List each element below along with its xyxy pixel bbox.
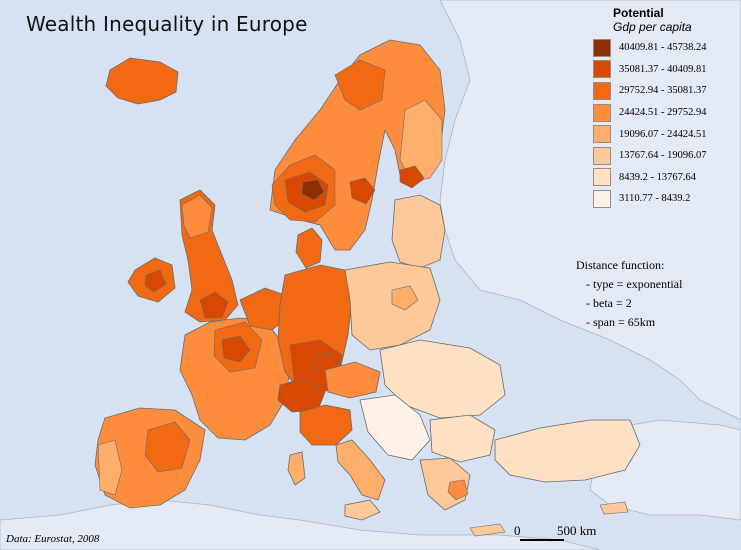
legend-label: 35081.37 - 40409.81 [619,63,707,75]
region-austria [324,361,381,399]
distance-function-beta: - beta = 2 [586,296,632,310]
region-oslo-top [301,179,325,201]
legend-swatch [593,168,611,187]
legend-entry: 3110.77 - 8439.2 [593,188,738,210]
legend-swatch [593,189,611,208]
scale-distance-label: 500 km [557,523,597,538]
legend-entry: 8439.2 - 13767.64 [593,167,738,189]
region-portugal [97,439,123,496]
legend-entry: 19096.07 - 24424.51 [593,123,738,145]
region-finland [399,99,443,183]
region-athens [447,479,469,501]
legend-swatch [593,125,611,144]
region-bulgaria [429,414,496,463]
north-africa-land [0,499,601,550]
region-poland-czech [344,261,441,351]
legend-label: 40409.81 - 45738.24 [619,42,707,54]
legend-swatch [593,146,611,165]
region-ireland-core [144,269,167,293]
region-scotland [181,194,213,239]
region-london [199,291,229,319]
region-cyprus [599,501,629,515]
legend-swatch [593,60,611,79]
distance-function-type: - type = exponential [586,277,683,291]
distance-function-heading: Distance function: [576,258,665,272]
legend: Potential Gdp per capita 40409.81 - 4573… [593,6,738,210]
legend-label: 8439.2 - 13767.64 [619,171,696,183]
legend-label: 24424.51 - 29752.94 [619,107,707,119]
legend-swatch [593,38,611,57]
region-france [179,317,291,441]
legend-entry: 24424.51 - 29752.94 [593,102,738,124]
region-sardinia [287,451,306,486]
region-north-sweden [334,59,386,111]
region-italy-north [299,404,353,446]
scale-zero-label: 0 [514,523,521,538]
legend-entry: 29752.94 - 35081.37 [593,80,738,102]
region-crete [469,523,506,537]
distance-function-note: Distance function: - type = exponential … [576,256,682,332]
region-baltics [391,194,446,269]
region-stockholm [349,177,376,205]
region-helsinki [399,165,425,189]
map-title: Wealth Inequality in Europe [26,12,308,36]
data-credit: Data: Eurostat, 2008 [6,533,100,545]
legend-label: 3110.77 - 8439.2 [619,193,691,205]
scale-bar: 0 500 km [510,520,620,546]
scale-line [520,539,564,541]
legend-entry: 40409.81 - 45738.24 [593,37,738,59]
legend-subtitle: Gdp per capita [613,20,692,34]
region-balkans-west [359,394,431,461]
legend-swatch [593,103,611,122]
region-turkey [494,419,641,483]
legend-label: 13767.64 - 19096.07 [619,150,707,162]
legend-entries: 40409.81 - 45738.24 35081.37 - 40409.81 29… [593,37,738,210]
region-italy-south [335,439,386,501]
legend-label: 19096.07 - 24424.51 [619,128,707,140]
legend-entry: 35081.37 - 40409.81 [593,59,738,81]
region-sicily [344,499,381,521]
legend-title: Potential [613,6,664,20]
legend-label: 29752.94 - 35081.37 [619,85,707,97]
distance-function-span: - span = 65km [586,315,656,329]
region-iceland [105,57,179,105]
legend-entry: 13767.64 - 19096.07 [593,145,738,167]
region-denmark [295,227,323,269]
region-warsaw [391,285,419,311]
russia-land [439,0,741,421]
region-paris-core [221,335,251,363]
legend-swatch [593,81,611,100]
region-madrid [144,421,191,473]
